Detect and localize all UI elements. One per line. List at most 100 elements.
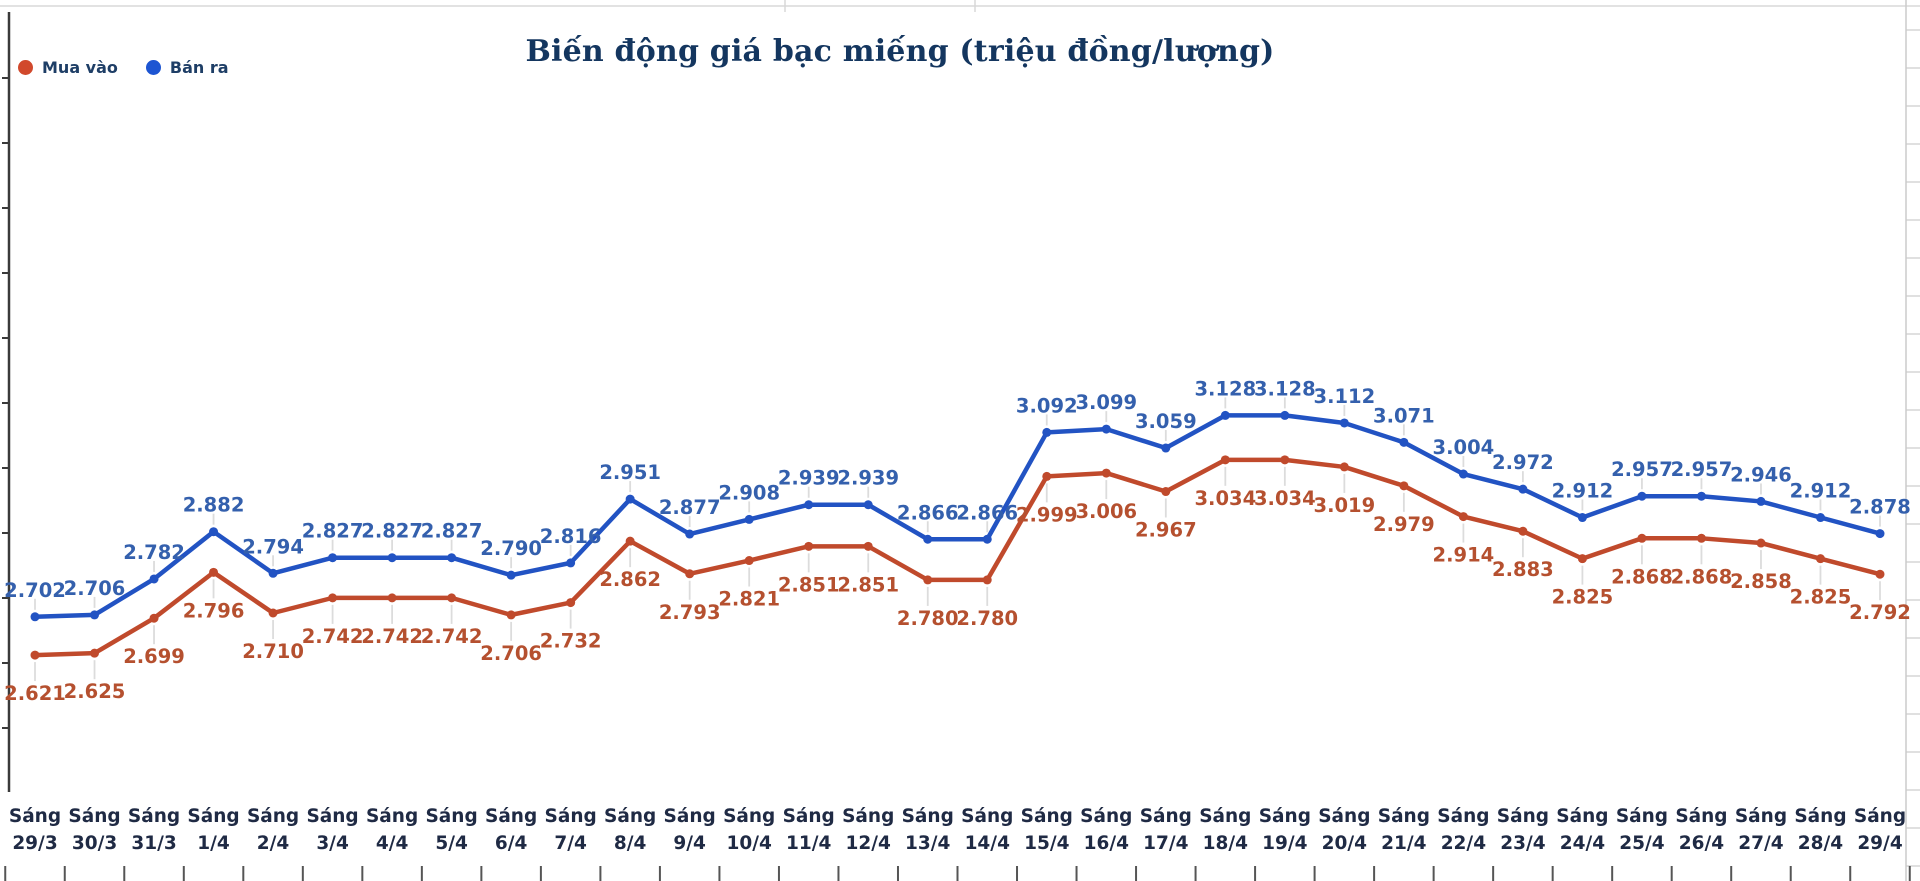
data-point-label-mua-vao: 2.625 xyxy=(64,680,126,703)
x-axis-label-date: 3/4 xyxy=(316,833,349,854)
data-point-label-ban-ra: 2.912 xyxy=(1790,480,1852,503)
data-point-label-mua-vao: 2.780 xyxy=(897,607,959,630)
data-point-ban-ra xyxy=(1458,469,1468,479)
data-point-label-mua-vao: 2.699 xyxy=(123,645,185,668)
x-axis-label: Sáng xyxy=(723,806,775,827)
data-point-ban-ra xyxy=(625,494,635,504)
x-axis-label-date: 26/4 xyxy=(1679,833,1725,854)
x-axis-label: Sáng xyxy=(842,806,894,827)
x-axis-label: Sáng xyxy=(961,806,1013,827)
data-point-ban-ra xyxy=(447,553,457,563)
data-point-label-ban-ra: 2.782 xyxy=(123,541,185,564)
data-point-mua-vao xyxy=(804,541,814,551)
data-point-mua-vao xyxy=(982,575,992,585)
legend-swatch-ban-ra-icon xyxy=(145,60,161,75)
data-point-mua-vao xyxy=(447,593,457,603)
data-point-label-ban-ra: 3.128 xyxy=(1194,377,1256,400)
x-axis-label-date: 30/3 xyxy=(72,833,117,854)
data-point-ban-ra xyxy=(30,612,40,622)
x-axis-labels: Sáng 29/3 Sáng 30/3 Sáng 31/3 Sáng 1/4 Sáng 2/4 Sá… xyxy=(9,806,1906,854)
x-axis-label: Sáng xyxy=(1497,806,1549,827)
data-point-mua-vao xyxy=(1101,468,1111,478)
data-point-label-ban-ra: 2.706 xyxy=(64,577,126,600)
data-point-mua-vao xyxy=(744,556,754,566)
data-point-mua-vao xyxy=(625,536,635,546)
data-point-label-mua-vao: 2.792 xyxy=(1849,601,1911,624)
data-point-ban-ra xyxy=(1220,410,1230,420)
x-axis-label: Sáng xyxy=(902,806,954,827)
data-point-mua-vao xyxy=(1518,526,1528,536)
chart-title: Biến động giá bạc miếng (triệu đồng/lượn… xyxy=(525,34,1275,70)
data-point-label-ban-ra: 3.004 xyxy=(1433,436,1495,459)
data-point-mua-vao xyxy=(1161,487,1171,497)
data-point-ban-ra xyxy=(1815,513,1825,523)
data-point-label-ban-ra: 2.790 xyxy=(480,537,542,560)
data-point-mua-vao xyxy=(506,610,516,620)
x-axis-label-date: 14/4 xyxy=(965,833,1011,854)
data-point-mua-vao xyxy=(923,575,933,585)
data-point-label-mua-vao: 2.742 xyxy=(361,625,423,648)
x-axis-label-date: 9/4 xyxy=(673,833,706,854)
data-point-label-ban-ra: 2.827 xyxy=(421,520,483,543)
x-axis-label: Sáng xyxy=(247,806,299,827)
data-point-label-ban-ra: 2.794 xyxy=(242,535,304,558)
series-line-mua-vao xyxy=(32,457,1883,658)
data-point-label-mua-vao: 2.825 xyxy=(1552,586,1614,609)
x-axis-label-date: 16/4 xyxy=(1084,833,1130,854)
data-point-label-mua-vao: 2.780 xyxy=(956,607,1018,630)
x-axis-label-date: 29/4 xyxy=(1857,833,1903,854)
data-point-label-ban-ra: 2.877 xyxy=(659,496,721,519)
x-axis-label: Sáng xyxy=(1199,806,1251,827)
x-axis-label: Sáng xyxy=(1616,806,1668,827)
data-point-label-mua-vao: 2.742 xyxy=(302,625,364,648)
data-point-label-mua-vao: 2.967 xyxy=(1135,519,1197,542)
x-axis-label: Sáng xyxy=(1378,806,1430,827)
data-point-ban-ra xyxy=(1399,437,1409,447)
legend: Mua vào Bán ra xyxy=(18,58,229,77)
x-axis-label: Sáng xyxy=(1675,806,1727,827)
data-point-ban-ra xyxy=(506,570,516,580)
x-axis-label: Sáng xyxy=(545,806,597,827)
x-axis-label-date: 5/4 xyxy=(435,833,468,854)
x-axis-label: Sáng xyxy=(1735,806,1787,827)
data-point-ban-ra xyxy=(982,534,992,544)
legend-item-ban-ra: Bán ra xyxy=(145,58,229,77)
data-point-mua-vao xyxy=(1875,569,1885,579)
data-point-mua-vao xyxy=(30,650,40,660)
data-point-ban-ra xyxy=(90,610,100,620)
data-point-ban-ra xyxy=(923,534,933,544)
data-point-ban-ra xyxy=(804,500,814,510)
data-point-ban-ra xyxy=(1756,496,1766,506)
data-point-label-mua-vao: 3.006 xyxy=(1075,500,1137,523)
data-point-label-mua-vao: 3.034 xyxy=(1194,487,1256,510)
data-point-mua-vao xyxy=(209,567,219,577)
data-point-mua-vao xyxy=(1696,533,1706,543)
x-axis-label: Sáng xyxy=(1556,806,1608,827)
data-point-mua-vao xyxy=(1637,533,1647,543)
data-point-ban-ra xyxy=(1518,484,1528,494)
data-point-label-mua-vao: 2.706 xyxy=(480,642,542,665)
x-axis-label: Sáng xyxy=(1318,806,1370,827)
x-axis-label-date: 13/4 xyxy=(905,833,951,854)
data-point-label-ban-ra: 2.866 xyxy=(897,501,959,524)
x-axis-label: Sáng xyxy=(187,806,239,827)
x-axis-label: Sáng xyxy=(1021,806,1073,827)
data-point-ban-ra xyxy=(744,514,754,524)
data-point-label-ban-ra: 2.878 xyxy=(1849,496,1911,519)
x-axis-label-date: 7/4 xyxy=(554,833,587,854)
x-axis-label-date: 28/4 xyxy=(1798,833,1844,854)
data-point-label-ban-ra: 2.866 xyxy=(956,501,1018,524)
data-point-ban-ra xyxy=(1696,491,1706,501)
data-point-label-ban-ra: 3.112 xyxy=(1314,385,1376,408)
data-point-label-mua-vao: 2.821 xyxy=(718,588,780,611)
data-point-ban-ra xyxy=(1875,529,1885,539)
legend-item-mua-vao: Mua vào xyxy=(18,58,118,77)
data-point-mua-vao xyxy=(863,541,873,551)
data-point-label-ban-ra: 3.059 xyxy=(1135,410,1197,433)
x-axis-label-date: 1/4 xyxy=(197,833,230,854)
data-point-label-mua-vao: 2.858 xyxy=(1730,570,1792,593)
data-point-label-ban-ra: 2.939 xyxy=(837,467,899,490)
data-point-mua-vao xyxy=(1280,455,1290,465)
data-point-mua-vao xyxy=(1756,538,1766,548)
data-point-label-ban-ra: 2.939 xyxy=(778,467,840,490)
